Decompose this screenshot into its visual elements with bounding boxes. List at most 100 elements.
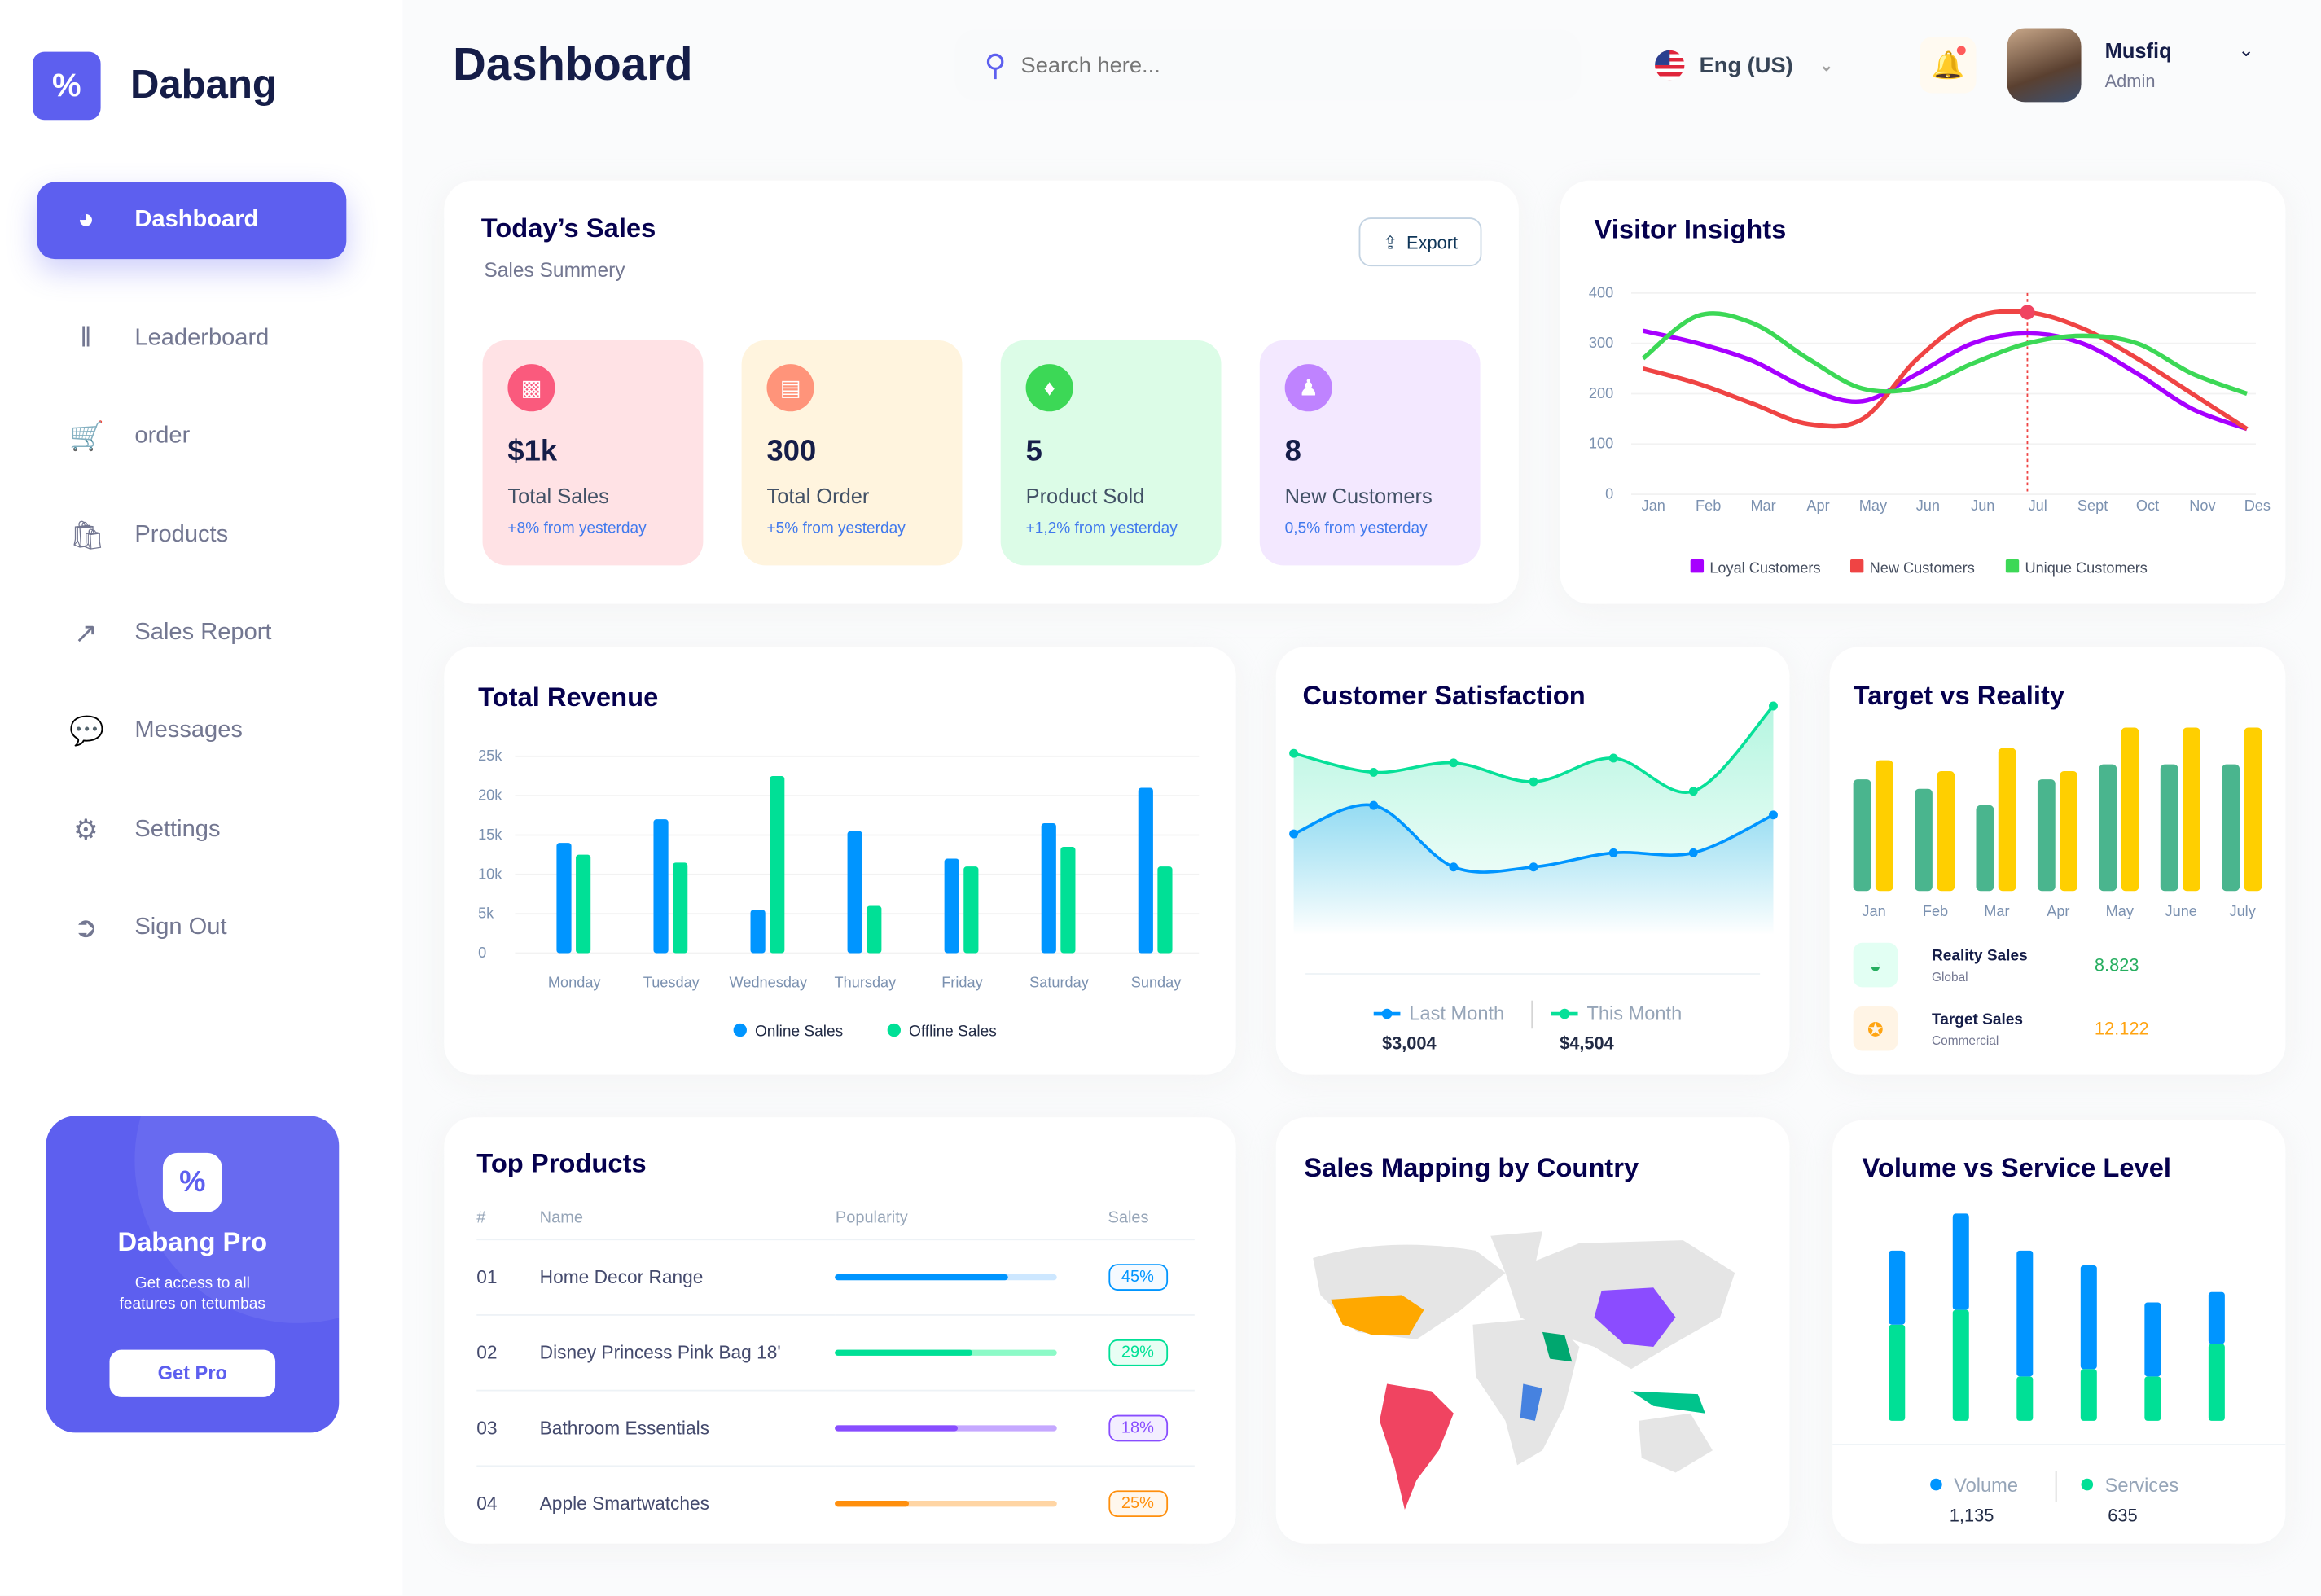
x-tick-label: Sept <box>2077 498 2108 514</box>
pro-card: % Dabang Pro Get access to all features … <box>46 1116 340 1433</box>
data-point <box>1769 810 1778 820</box>
visitor-insights-title: Visitor Insights <box>1594 214 1787 244</box>
bar-services <box>2144 1376 2161 1421</box>
popularity-bar <box>835 1349 1058 1356</box>
bar-offline-sales <box>770 775 785 954</box>
popularity-bar <box>835 1501 1058 1507</box>
search-input[interactable] <box>1020 52 1525 78</box>
x-tick-label: Feb <box>1923 903 1948 919</box>
legend-marker <box>1381 1008 1393 1019</box>
legend-label: Online Sales <box>755 1023 843 1040</box>
search-bar[interactable]: ⚲ <box>954 29 1582 101</box>
todays-sales-subtitle: Sales Summery <box>484 259 625 282</box>
highlight-point <box>2020 305 2035 320</box>
sidebar-item-products[interactable]: 🛍 Products <box>37 498 346 575</box>
stat-label: Total Sales <box>507 484 609 508</box>
get-pro-button[interactable]: Get Pro <box>109 1349 276 1397</box>
stat-card: ♟ 8 New Customers 0,5% from yesterday <box>1259 340 1481 566</box>
usa-region <box>1331 1295 1424 1335</box>
world-map[interactable] <box>1298 1229 1772 1525</box>
summary-label: Target Sales <box>1932 1011 2023 1028</box>
summary-sub: Commercial <box>1932 1034 1999 1048</box>
table-row[interactable]: 01 Home Decor Range 45% <box>476 1239 1195 1315</box>
pie-chart-icon: ◕ <box>77 204 94 235</box>
summary-value: 8.823 <box>2095 954 2139 975</box>
stat-label: New Customers <box>1284 484 1433 508</box>
bar-offline-sales <box>576 854 591 954</box>
indonesia-region <box>1630 1391 1705 1414</box>
bar-services <box>1889 1324 1906 1421</box>
y-tick-label: 100 <box>1589 436 1613 452</box>
series-line-loyal-customers <box>1642 328 2249 432</box>
sidebar-item-sales-report[interactable]: ↗ Sales Report <box>37 595 346 673</box>
product-name: Disney Princess Pink Bag 18' <box>539 1314 836 1391</box>
row-number: 01 <box>476 1239 540 1315</box>
sidebar-item-sign-out[interactable]: ➲ Sign Out <box>37 889 346 967</box>
notification-bell-icon[interactable]: 🔔 <box>1920 37 1977 94</box>
bar-services <box>2208 1344 2225 1421</box>
sidebar-item-leaderboard[interactable]: ‖ Leaderboard <box>37 300 346 378</box>
series-line-new-customers <box>1642 309 2249 432</box>
sales-badge: 25% <box>1108 1490 1168 1518</box>
volume-service-chart: Volume 1,135 Services 635 <box>1832 1213 2286 1525</box>
sidebar-item-label: Sales Report <box>134 620 272 646</box>
x-tick-label: Wednesday <box>730 974 808 990</box>
total-revenue-card: Total Revenue 0 5k 10k 15k 20k 25k Monday Tuesd… <box>444 647 1236 1075</box>
sidebar-item-dashboard[interactable]: ◕ Dashboard <box>37 182 347 260</box>
x-tick-label: Mar <box>1750 498 1775 514</box>
sales-mapping-title: Sales Mapping by Country <box>1304 1152 1639 1183</box>
y-tick-label: 10k <box>478 866 502 882</box>
legend-total: 635 <box>2108 1505 2137 1525</box>
top-products-table: # Name Popularity Sales 01 Home Decor Range 4… <box>476 1200 1195 1542</box>
stat-change: +1,2% from yesterday <box>1025 519 1178 537</box>
data-point <box>1608 848 1618 857</box>
export-button[interactable]: ⇪ Export <box>1358 217 1482 267</box>
gear-icon: ⚙ <box>72 814 99 846</box>
x-tick-label: Jun <box>1971 498 1994 514</box>
column-header: Popularity <box>835 1208 908 1227</box>
bar-reality-sales <box>2099 764 2117 892</box>
data-point <box>1369 800 1379 810</box>
brand-name: Dabang <box>129 62 277 107</box>
language-selector[interactable]: Eng (US) ⌄ <box>1655 50 1833 81</box>
popularity-bar <box>835 1274 1058 1281</box>
data-point <box>1289 748 1299 758</box>
summary-value: 12.122 <box>2095 1019 2149 1039</box>
x-tick-label: Jan <box>1642 498 1665 514</box>
bar-offline-sales <box>1157 866 1173 954</box>
table-row[interactable]: 04 Apple Smartwatches 25% <box>476 1465 1195 1542</box>
target-vs-reality-chart: Jan Feb Mar Apr May June July ◒ Reality Sales Glo… <box>1853 727 2262 1051</box>
sidebar-item-messages[interactable]: 💬 Messages <box>37 693 346 770</box>
data-point <box>1608 753 1618 763</box>
sidebar-item-order[interactable]: 🛒 order <box>37 398 346 476</box>
x-tick-label: Feb <box>1696 498 1721 514</box>
sales-badge: 45% <box>1108 1264 1168 1291</box>
visitor-insights-card: Visitor Insights 0 100 200 300 400 Jan Feb Mar A… <box>1560 180 2286 604</box>
summary-sub: Global <box>1932 971 1968 984</box>
legend-label: Unique Customers <box>2025 559 2147 576</box>
sidebar-item-settings[interactable]: ⚙ Settings <box>37 791 346 869</box>
bar-volume <box>1952 1213 1969 1310</box>
user-menu-chevron-icon[interactable]: ⌄ <box>2238 38 2255 61</box>
pro-text: Get access to all features on tetumbas <box>119 1274 265 1313</box>
stat-card: ▤ 300 Total Order +5% from yesterday <box>741 340 963 566</box>
y-tick-label: 25k <box>478 748 502 764</box>
svg-text:◒: ◒ <box>1870 956 1881 977</box>
legend-label: Last Month <box>1409 1003 1504 1024</box>
y-tick-label: 0 <box>1605 486 1613 502</box>
table-row[interactable]: 02 Disney Princess Pink Bag 18' 29% <box>476 1314 1195 1391</box>
data-point <box>1688 787 1698 796</box>
table-row[interactable]: 03 Bathroom Essentials 18% <box>476 1389 1195 1467</box>
sales-badge: 29% <box>1108 1339 1168 1366</box>
data-point <box>1688 848 1698 857</box>
africa-east-region <box>1520 1383 1542 1421</box>
y-tick-label: 15k <box>478 826 502 843</box>
bar-target-sales <box>2183 727 2200 892</box>
saudi-region <box>1542 1331 1573 1362</box>
stat-card: ♦ 5 Product Sold +1,2% from yesterday <box>1000 340 1222 566</box>
x-tick-label: Monday <box>548 974 602 990</box>
avatar[interactable] <box>2007 28 2082 103</box>
message-icon: 💬 <box>69 716 105 748</box>
legend-label: Offline Sales <box>909 1023 997 1040</box>
y-tick-label: 5k <box>478 905 494 922</box>
